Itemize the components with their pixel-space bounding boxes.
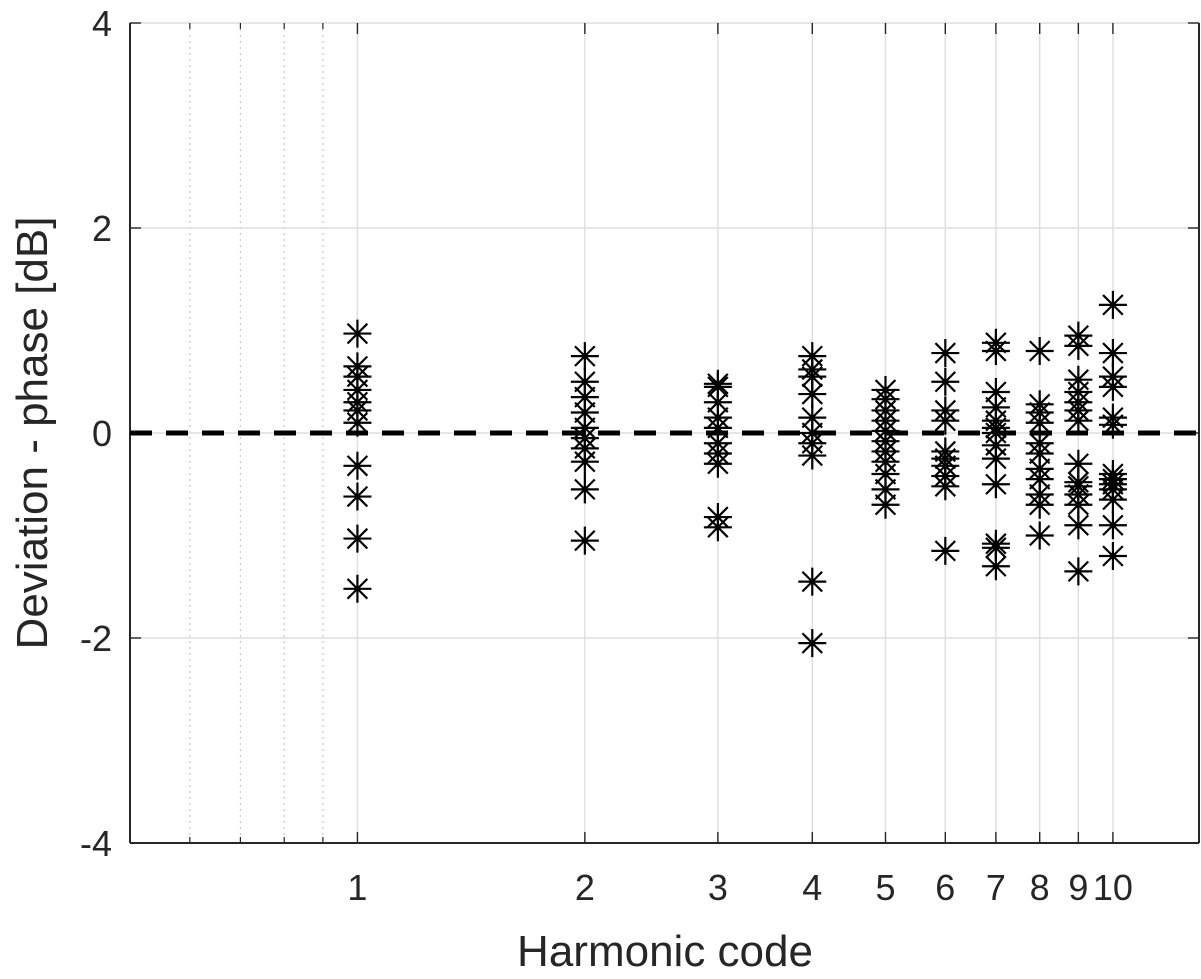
data-point (871, 490, 900, 519)
data-point (1025, 521, 1054, 550)
data-point (1064, 490, 1093, 519)
data-point (703, 388, 732, 417)
data-point (981, 533, 1010, 562)
data-point (981, 337, 1010, 365)
data-point (981, 552, 1010, 581)
data-point (798, 441, 827, 470)
data-point (1098, 372, 1127, 401)
data-point (981, 378, 1010, 406)
data-point (1064, 331, 1093, 360)
data-point (798, 403, 827, 432)
data-point (931, 339, 960, 368)
data-point (931, 536, 960, 565)
data-point (570, 367, 599, 396)
x-tick-label: 9 (1068, 867, 1088, 908)
data-point (1064, 449, 1093, 478)
data-point (1025, 490, 1054, 519)
data-point (570, 383, 599, 412)
data-point (871, 475, 900, 504)
data-point (343, 524, 372, 553)
data-point (343, 451, 372, 480)
y-tick-label: 0 (92, 413, 112, 454)
data-point (1098, 542, 1127, 570)
y-tick-label: 4 (92, 3, 112, 44)
x-tick-label: 5 (875, 867, 895, 908)
data-point (343, 574, 372, 603)
data-point (1025, 465, 1054, 494)
data-point (798, 362, 827, 391)
y-tick-label: -2 (80, 618, 112, 659)
data-point (1064, 406, 1093, 435)
data-point (703, 413, 732, 442)
data-point (343, 408, 372, 437)
data-point (931, 367, 960, 396)
data-point (703, 449, 732, 478)
data-point (931, 472, 960, 501)
x-tick-label: 8 (1030, 867, 1050, 908)
data-point (703, 513, 732, 542)
x-tick-label: 4 (802, 867, 822, 908)
data-point (798, 567, 827, 596)
data-point (570, 447, 599, 476)
data-point (1025, 337, 1054, 365)
data-point (798, 629, 827, 658)
data-point (1098, 410, 1127, 439)
data-point (798, 380, 827, 409)
data-point (1064, 511, 1093, 540)
data-point (703, 372, 732, 401)
data-point (570, 398, 599, 427)
data-point (1098, 511, 1127, 540)
data-point (1098, 339, 1127, 368)
data-point (1025, 439, 1054, 468)
tick-labels: 1 2 3 4 5 6 7 8 9 10 -4 -2 0 2 4 (80, 3, 1133, 908)
x-tick-label: 3 (708, 867, 728, 908)
data-point (871, 460, 900, 488)
data-point (1064, 557, 1093, 586)
data-point (1098, 485, 1127, 514)
y-tick-label: -4 (80, 823, 112, 864)
data-point (931, 406, 960, 435)
data-point (981, 470, 1010, 499)
data-point (981, 444, 1010, 473)
y-tick-label: 2 (92, 208, 112, 249)
data-point (343, 482, 372, 511)
x-tick-label: 6 (935, 867, 955, 908)
data-point (343, 319, 372, 348)
data-point (1025, 408, 1054, 437)
x-tick-label: 7 (986, 867, 1006, 908)
x-tick-label: 10 (1093, 867, 1133, 908)
data-point (570, 526, 599, 555)
x-axis-label: Harmonic code (517, 927, 813, 976)
data-point (570, 342, 599, 371)
y-axis-label: Deviation - phase [dB] (8, 217, 57, 650)
data-points (343, 290, 1127, 658)
data-point (1098, 290, 1127, 319)
x-tick-label: 1 (347, 867, 367, 908)
data-point (570, 475, 599, 504)
x-tick-label: 2 (575, 867, 595, 908)
